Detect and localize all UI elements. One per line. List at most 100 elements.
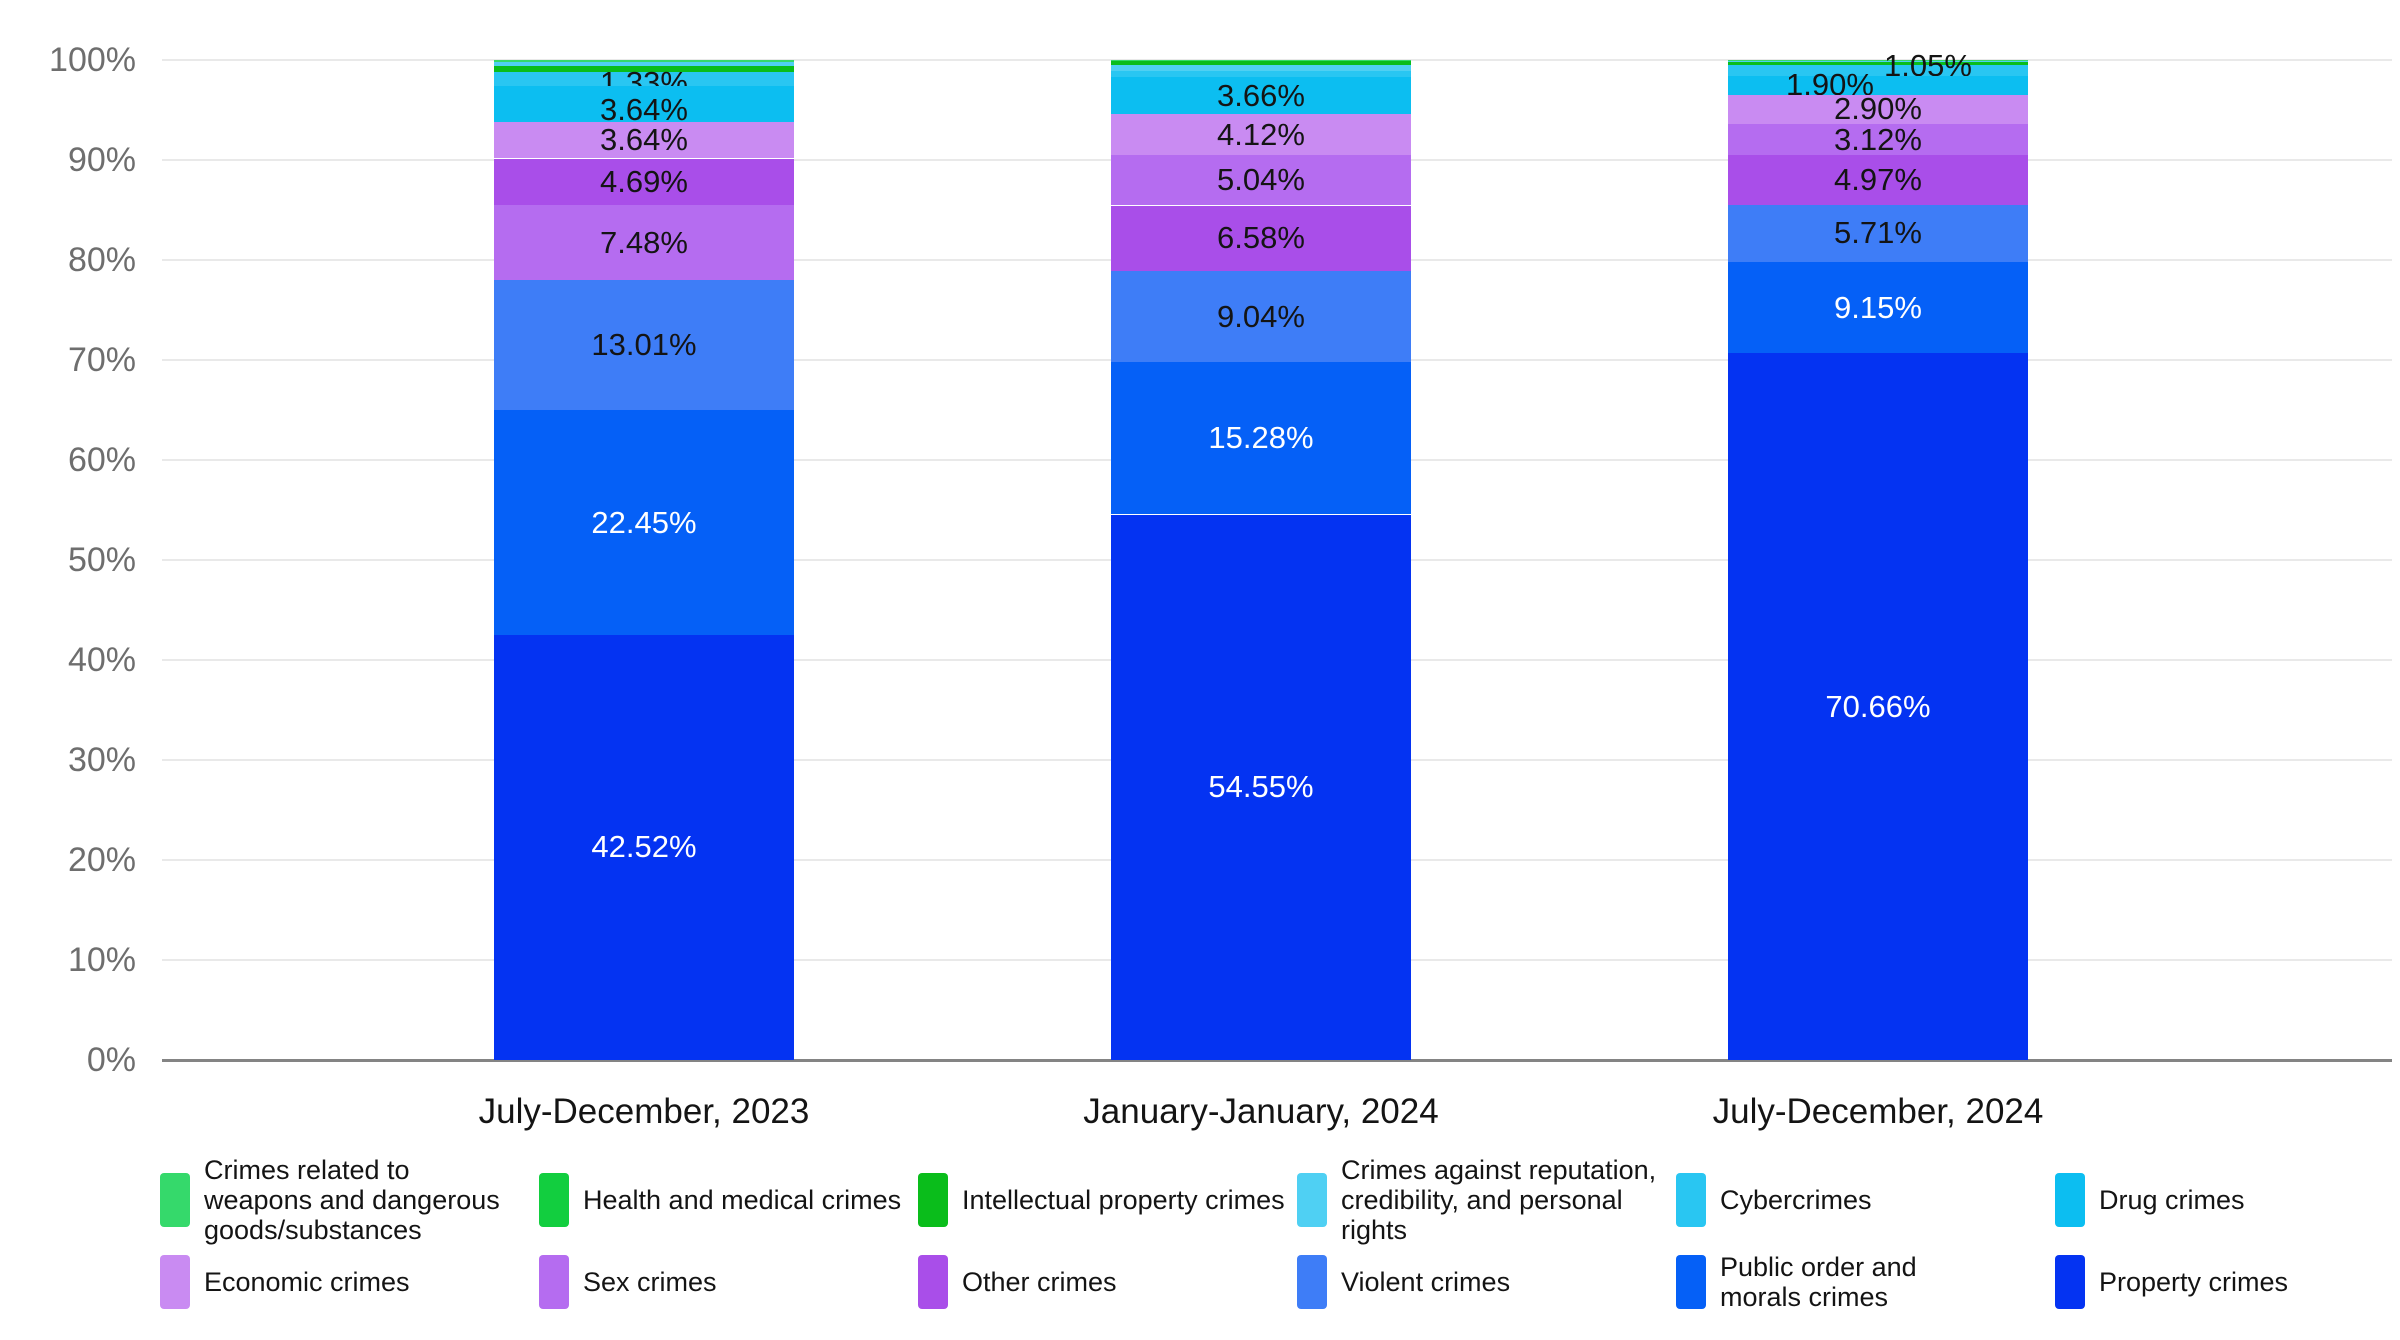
- legend-item-intellectual[interactable]: Intellectual property crimes: [918, 1173, 1285, 1227]
- segment-value-label: 9.04%: [1217, 298, 1305, 334]
- bar-segment-violent[interactable]: [1111, 271, 1411, 362]
- y-tick-label: 30%: [67, 741, 136, 779]
- legend-swatch-icon: [2055, 1173, 2085, 1227]
- bar-segment-sex[interactable]: [1728, 123, 2028, 156]
- bar-segment-property[interactable]: [1111, 514, 1411, 1060]
- bar-segment-public_order[interactable]: [494, 410, 794, 635]
- segment-value-label: 13.01%: [591, 327, 697, 363]
- legend-item-public_order[interactable]: Public order and morals crimes: [1676, 1252, 1960, 1312]
- bar-segment-public_order[interactable]: [1111, 361, 1411, 515]
- y-tick-label: 10%: [67, 941, 136, 979]
- bar-segment-weapons[interactable]: [494, 60, 794, 62]
- legend-swatch-icon: [1297, 1255, 1327, 1309]
- bar-segment-economic[interactable]: [494, 122, 794, 159]
- x-axis-label: July-December, 2024: [1712, 1092, 2044, 1131]
- legend-swatch-icon: [1297, 1173, 1327, 1227]
- segment-value-label: 2.90%: [1834, 91, 1922, 127]
- segment-value-label: 6.58%: [1217, 220, 1305, 256]
- legend-label: Violent crimes: [1341, 1267, 1511, 1297]
- bar-segment-intellectual[interactable]: [494, 66, 794, 73]
- segment-value-label: 4.12%: [1217, 116, 1305, 152]
- legend-label: Health and medical crimes: [583, 1185, 902, 1215]
- legend-item-other[interactable]: Other crimes: [918, 1255, 1117, 1309]
- y-tick-label: 40%: [67, 641, 136, 679]
- bar-segment-reputation[interactable]: [494, 61, 794, 66]
- x-axis-label: July-December, 2023: [478, 1092, 810, 1131]
- legend-swatch-icon: [539, 1255, 569, 1309]
- legend-label: Sex crimes: [583, 1267, 717, 1297]
- x-axis-baseline: [162, 1059, 2392, 1062]
- bar-segment-violent[interactable]: [1728, 204, 2028, 262]
- bar-segment-cyber[interactable]: [1111, 70, 1411, 78]
- bar-segment-cyber[interactable]: [1728, 65, 2028, 76]
- legend-item-economic[interactable]: Economic crimes: [160, 1255, 410, 1309]
- bar-segment-drug[interactable]: [1111, 77, 1411, 114]
- legend-swatch-icon: [160, 1173, 190, 1227]
- bar-segment-intellectual[interactable]: [1111, 60, 1411, 66]
- legend-item-weapons[interactable]: Crimes related to weapons and dangerous …: [160, 1155, 504, 1245]
- bar-segment-other[interactable]: [494, 158, 794, 206]
- bar-segment-weapons[interactable]: [1728, 60, 2028, 61]
- legend-label: Other crimes: [962, 1267, 1117, 1297]
- segment-value-label: 4.97%: [1834, 161, 1922, 197]
- bar-segment-violent[interactable]: [494, 280, 794, 411]
- bar-segment-other[interactable]: [1111, 205, 1411, 272]
- legend-swatch-icon: [2055, 1255, 2085, 1309]
- bar-segment-reputation[interactable]: [1728, 60, 2028, 62]
- legend-label: Property crimes: [2099, 1267, 2289, 1297]
- legend-label: Crimes against reputation, credibility, …: [1341, 1155, 1657, 1245]
- segment-value-label: 3.64%: [600, 91, 688, 127]
- bar-segment-property[interactable]: [1728, 353, 2028, 1060]
- y-tick-label: 50%: [67, 541, 136, 579]
- bar-segment-intellectual[interactable]: [1728, 61, 2028, 66]
- legend-label: Intellectual property crimes: [962, 1185, 1285, 1215]
- segment-value-label: 54.55%: [1208, 769, 1314, 805]
- bar-segment-public_order[interactable]: [1728, 261, 2028, 354]
- segment-value-label: 9.15%: [1834, 289, 1922, 325]
- legend-swatch-icon: [1676, 1255, 1706, 1309]
- segment-value-label: 15.28%: [1208, 420, 1314, 456]
- segment-value-label: 7.48%: [600, 224, 688, 260]
- bar-segment-property[interactable]: [494, 634, 794, 1060]
- bar-segment-economic[interactable]: [1111, 113, 1411, 156]
- legend-item-cyber[interactable]: Cybercrimes: [1676, 1173, 1872, 1227]
- bar-segment-reputation[interactable]: [1111, 65, 1411, 71]
- segment-value-label: 3.12%: [1834, 121, 1922, 157]
- legend-item-property[interactable]: Property crimes: [2055, 1255, 2288, 1309]
- segment-value-label: 42.52%: [591, 829, 697, 865]
- legend-label: Crimes related to weapons and dangerous …: [204, 1155, 500, 1245]
- bar-segment-weapons[interactable]: [1111, 60, 1411, 61]
- segment-value-label: 70.66%: [1825, 688, 1931, 724]
- bar-segment-other[interactable]: [1728, 155, 2028, 205]
- bar-segment-drug[interactable]: [494, 85, 794, 123]
- legend-item-sex[interactable]: Sex crimes: [539, 1255, 717, 1309]
- x-axis-label: January-January, 2024: [1083, 1092, 1439, 1131]
- legend-swatch-icon: [918, 1173, 948, 1227]
- segment-value-label: 3.66%: [1217, 77, 1305, 113]
- bar-segment-sex[interactable]: [1111, 155, 1411, 206]
- y-tick-label: 0%: [86, 1041, 136, 1079]
- y-tick-label: 90%: [67, 141, 136, 179]
- legend-label: Economic crimes: [204, 1267, 410, 1297]
- segment-value-label: 22.45%: [591, 504, 697, 540]
- segment-value-label: 4.69%: [600, 163, 688, 199]
- y-tick-label: 60%: [67, 441, 136, 479]
- legend-item-violent[interactable]: Violent crimes: [1297, 1255, 1510, 1309]
- legend-item-reputation[interactable]: Crimes against reputation, credibility, …: [1297, 1155, 1671, 1245]
- segment-value-label: 3.64%: [600, 122, 688, 158]
- segment-value-label: 5.04%: [1217, 162, 1305, 198]
- legend-swatch-icon: [539, 1173, 569, 1227]
- bar-segment-sex[interactable]: [494, 205, 794, 281]
- y-tick-label: 80%: [67, 241, 136, 279]
- legend-label: Cybercrimes: [1720, 1185, 1872, 1215]
- bar-segment-cyber[interactable]: [494, 72, 794, 86]
- legend-swatch-icon: [1676, 1173, 1706, 1227]
- bar-segment-economic[interactable]: [1728, 94, 2028, 124]
- y-tick-label: 20%: [67, 841, 136, 879]
- bar-segment-drug[interactable]: [1728, 75, 2028, 95]
- legend-label: Drug crimes: [2099, 1185, 2245, 1215]
- y-tick-label: 100%: [49, 41, 136, 79]
- legend-item-health[interactable]: Health and medical crimes: [539, 1173, 901, 1227]
- legend-item-drug[interactable]: Drug crimes: [2055, 1173, 2245, 1227]
